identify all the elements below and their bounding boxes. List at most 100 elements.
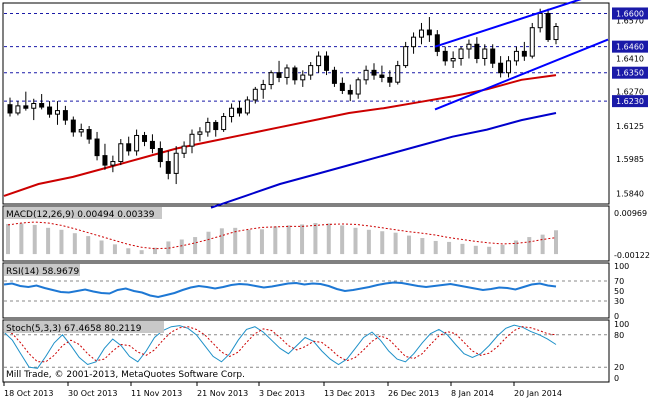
candle-body <box>442 50 448 62</box>
time-axis-label: 26 Dec 2013 <box>388 389 439 398</box>
macd-bar <box>460 243 465 255</box>
candle-body <box>284 67 290 78</box>
rsi-label-bg <box>4 264 80 276</box>
channel-lower-line <box>434 38 609 111</box>
candle-body <box>490 48 496 64</box>
price-axis-label: 1.6270 <box>616 88 644 97</box>
macd-signal-line <box>7 221 557 250</box>
candle-body <box>142 134 148 142</box>
candle-body <box>434 34 440 52</box>
candle-body <box>339 82 345 91</box>
candle-body <box>331 69 337 84</box>
trend-channel <box>434 0 609 111</box>
macd-bar <box>6 223 10 255</box>
stoch-plot <box>3 324 608 369</box>
rsi-label: RSI(14) 58.9679 <box>6 267 79 277</box>
stoch-main-line <box>3 324 557 369</box>
level-tag-label: 1.6230 <box>616 97 644 106</box>
macd-bar <box>206 231 211 255</box>
channel-upper-line <box>434 0 582 48</box>
candle-body <box>165 161 171 174</box>
macd-bar <box>380 231 385 255</box>
candle-body <box>545 12 551 41</box>
time-axis-label: 11 Nov 2013 <box>131 389 182 398</box>
candle-body <box>189 133 195 147</box>
price-axis: 1.6570 1.6410 1.6270 1.6125 1.5985 1.5840 <box>616 17 644 199</box>
candle-body <box>23 105 29 109</box>
candle-body <box>537 12 543 29</box>
macd-bar <box>19 223 24 255</box>
macd-bar <box>554 230 558 255</box>
macd-bar <box>527 237 532 255</box>
macd-bar <box>179 239 184 255</box>
price-axis-label: 1.6570 <box>616 17 644 26</box>
candle-body <box>553 26 559 41</box>
candle-body <box>102 155 108 166</box>
stoch-axis-label: 100 <box>614 320 629 329</box>
watermark: Mill Trade, © 2001-2013, MetaQuotes Soft… <box>6 370 245 380</box>
candle-body <box>529 27 535 57</box>
candle-body <box>181 145 187 154</box>
candle-body <box>411 36 417 48</box>
stoch-pane-frame <box>2 319 610 383</box>
macd-bar <box>32 224 37 255</box>
time-axis-label: 21 Nov 2013 <box>197 389 248 398</box>
candle-body <box>15 105 21 114</box>
candle-body <box>236 107 242 114</box>
candle-body <box>506 60 512 74</box>
candle-body <box>363 69 369 81</box>
candle-body <box>482 48 488 59</box>
moving-averages <box>3 74 557 209</box>
time-axis-label: 13 Dec 2013 <box>324 389 375 398</box>
price-axis-label: 1.6125 <box>616 122 644 131</box>
candle-body <box>513 50 519 62</box>
time-axis-label: 8 Jan 2014 <box>451 389 494 398</box>
ma-fast-line <box>3 74 557 197</box>
level-tag <box>612 66 648 79</box>
candle-body <box>379 74 385 78</box>
stoch-axis-label: 20 <box>614 363 624 372</box>
macd-bar <box>86 236 91 255</box>
time-axis-label: 18 Oct 2013 <box>4 389 53 398</box>
level-tag <box>612 95 648 108</box>
candle-body <box>31 103 37 109</box>
macd-label-bg <box>4 207 162 219</box>
macd-bar <box>326 223 331 255</box>
candle-body <box>197 131 203 135</box>
candle-body <box>371 69 377 76</box>
candle-body <box>458 48 464 59</box>
stoch-axis-label: 80 <box>614 331 624 340</box>
macd-bar <box>139 250 144 255</box>
macd-bar <box>273 226 278 255</box>
macd-bar <box>193 237 198 255</box>
macd-plot <box>6 221 558 255</box>
macd-bar <box>99 240 104 255</box>
macd-bar <box>219 228 224 255</box>
rsi-plot <box>3 280 608 302</box>
macd-bar <box>433 240 438 255</box>
macd-bar <box>72 233 77 255</box>
candle-body <box>173 152 179 174</box>
macd-bar <box>353 227 358 255</box>
stoch-signal-line <box>3 326 557 363</box>
candle-body <box>134 134 140 152</box>
price-axis-label: 1.5840 <box>616 190 644 199</box>
candle-body <box>450 57 456 62</box>
macd-bar <box>126 248 131 255</box>
candles <box>7 8 559 185</box>
macd-bar <box>153 247 158 255</box>
candle-body <box>418 29 424 38</box>
candle-body <box>268 72 274 86</box>
rsi-axis-label: 70 <box>614 277 624 286</box>
candle-body <box>39 103 45 108</box>
level-tag-label: 1.6350 <box>616 69 644 78</box>
price-axis-label: 1.6410 <box>616 54 644 63</box>
macd-bar <box>513 240 518 255</box>
level-tag <box>612 7 648 20</box>
rsi-axis-label: 50 <box>614 287 624 296</box>
candle-body <box>157 148 163 163</box>
macd-bar <box>420 238 425 255</box>
macd-bar <box>500 244 505 255</box>
